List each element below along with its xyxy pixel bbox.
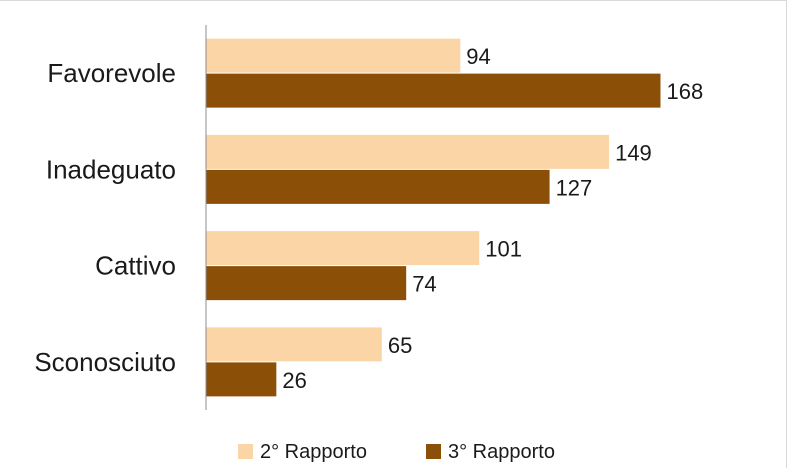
- bar-series-3: [206, 362, 277, 397]
- legend-label: 3° Rapporto: [448, 441, 555, 463]
- category-label: Inadeguato: [46, 154, 176, 184]
- value-labels: 94 168 149 127 101 74 65 26: [282, 44, 703, 393]
- data-label: 65: [388, 333, 412, 358]
- legend: 2° Rapporto 3° Rapporto: [238, 441, 555, 463]
- data-label: 74: [412, 272, 436, 297]
- bar-series-3: [206, 73, 661, 108]
- bar-series-2: [206, 231, 480, 266]
- legend-swatch: [426, 444, 441, 459]
- bar-series-2: [206, 134, 610, 169]
- category-label: Sconosciuto: [34, 347, 176, 377]
- data-label: 127: [556, 175, 593, 200]
- legend-label: 2° Rapporto: [260, 441, 367, 463]
- bar-series-3: [206, 169, 550, 204]
- data-label: 94: [466, 44, 490, 69]
- legend-swatch: [238, 444, 253, 459]
- data-label: 168: [666, 79, 703, 104]
- data-label: 101: [485, 237, 522, 262]
- bar-series-2: [206, 38, 461, 73]
- category-label: Favorevole: [47, 58, 176, 88]
- data-label: 149: [615, 140, 652, 165]
- bars-group: [206, 38, 661, 397]
- category-labels: Favorevole Inadeguato Cattivo Sconosciuto: [34, 58, 176, 377]
- category-label: Cattivo: [95, 251, 176, 281]
- bar-series-2: [206, 327, 382, 362]
- data-label: 26: [282, 368, 306, 393]
- bar-series-3: [206, 266, 407, 301]
